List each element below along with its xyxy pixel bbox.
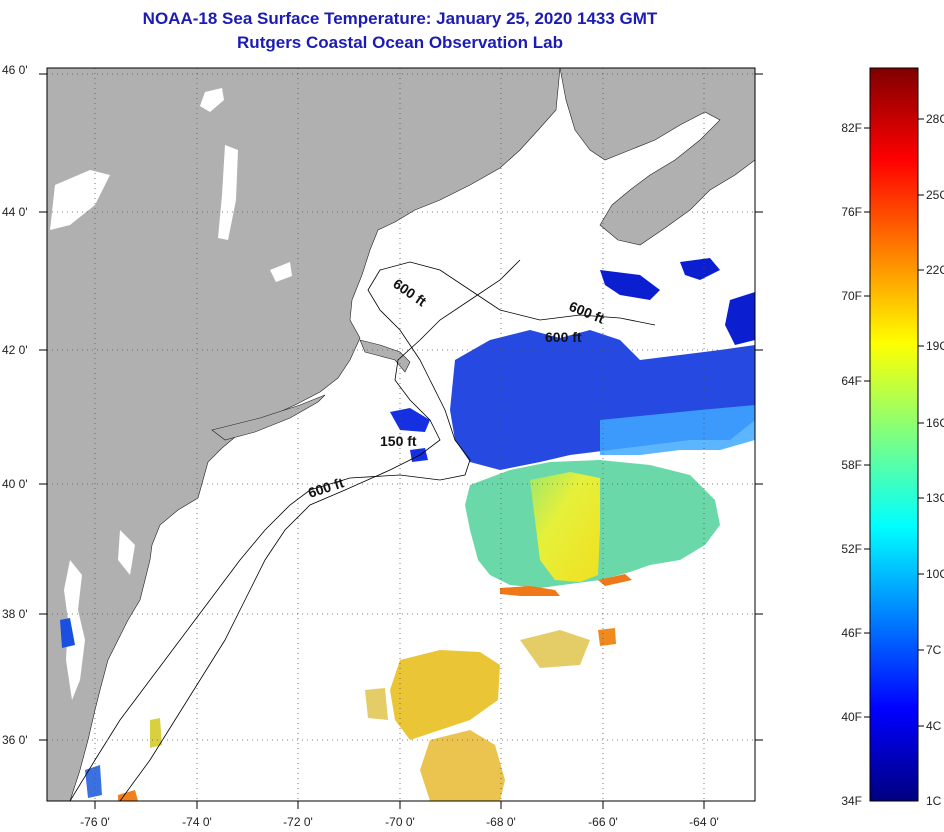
chesapeake-bay [64,560,85,700]
lake [50,170,110,230]
depth-label: 150 ft [380,433,417,449]
colorbar-c-label: 1C [926,794,942,808]
colorbar-c-label: 28C [926,112,944,126]
colorbar-f-label: 70F [841,289,862,303]
graticule [47,68,755,801]
nova-scotia [559,68,755,246]
colorbar-f-label: 76F [841,205,862,219]
gulf-stream-edge [598,574,632,586]
lat-label: 44 0' [2,205,28,219]
depth-contour-600ft [69,261,656,801]
lon-label: -72 0' [283,815,313,829]
colorbar-c-label: 4C [926,719,942,733]
sst-coastal-patch [150,718,162,748]
map-title: NOAA-18 Sea Surface Temperature: January… [142,9,658,28]
sst-cold-region [680,258,720,280]
colorbar-c-label: 22C [926,263,944,277]
sst-warm-patch [390,650,500,740]
long-island [211,394,326,441]
sst-warm-region [530,472,600,582]
colorbar-f-label: 64F [841,374,862,388]
lake [200,88,224,112]
colorbar-f-label: 58F [841,458,862,472]
colorbar-c-label: 16C [926,416,944,430]
lat-label: 46 0' [2,63,28,77]
sst-warm-patch [520,630,590,668]
colorbar [869,67,919,802]
lake [270,262,292,282]
sst-warm-patch [365,688,388,720]
lon-label: -68 0' [486,815,516,829]
sst-warm-patch [598,628,616,646]
sst-coastal-patch [85,765,102,798]
lat-label: 42 0' [2,343,28,357]
sst-coastal-patch [118,790,138,801]
lat-label: 36 0' [2,733,28,747]
colorbar-f-label: 34F [841,794,862,808]
sst-warm-patch [420,730,505,801]
colorbar-c-label: 25C [926,188,944,202]
frame-ticks [39,73,763,809]
depth-label: 600 ft [545,329,582,345]
colorbar-f-label: 40F [841,710,862,724]
lake [218,145,238,240]
lon-label: -70 0' [385,815,415,829]
map-border [46,67,756,802]
lon-label: -64 0' [689,815,719,829]
lat-label: 40 0' [2,477,28,491]
delaware-bay [118,530,135,575]
gulf-stream-edge [500,586,560,596]
colorbar-f-label: 52F [841,542,862,556]
lon-label: -66 0' [588,815,618,829]
sst-cold-region [725,292,755,345]
lon-label: -74 0' [182,815,212,829]
colorbar-c-label: 19C [926,339,944,353]
sst-mid-region [600,405,755,455]
map-subtitle: Rutgers Coastal Ocean Observation Lab [237,33,563,52]
colorbar-f-label: 82F [841,121,862,135]
colorbar-c-label: 13C [926,491,944,505]
sst-cold-region [600,270,660,300]
colorbar-c-label: 7C [926,643,942,657]
sst-cold-region [410,448,428,462]
depth-contour-150ft [119,259,521,801]
lon-label: -76 0' [80,815,110,829]
lat-label: 38 0' [2,607,28,621]
colorbar-ticks [864,118,924,727]
sst-coastal-patch [60,618,75,648]
colorbar-f-label: 46F [841,626,862,640]
cape-cod [359,339,411,373]
colorbar-c-label: 10C [926,567,944,581]
